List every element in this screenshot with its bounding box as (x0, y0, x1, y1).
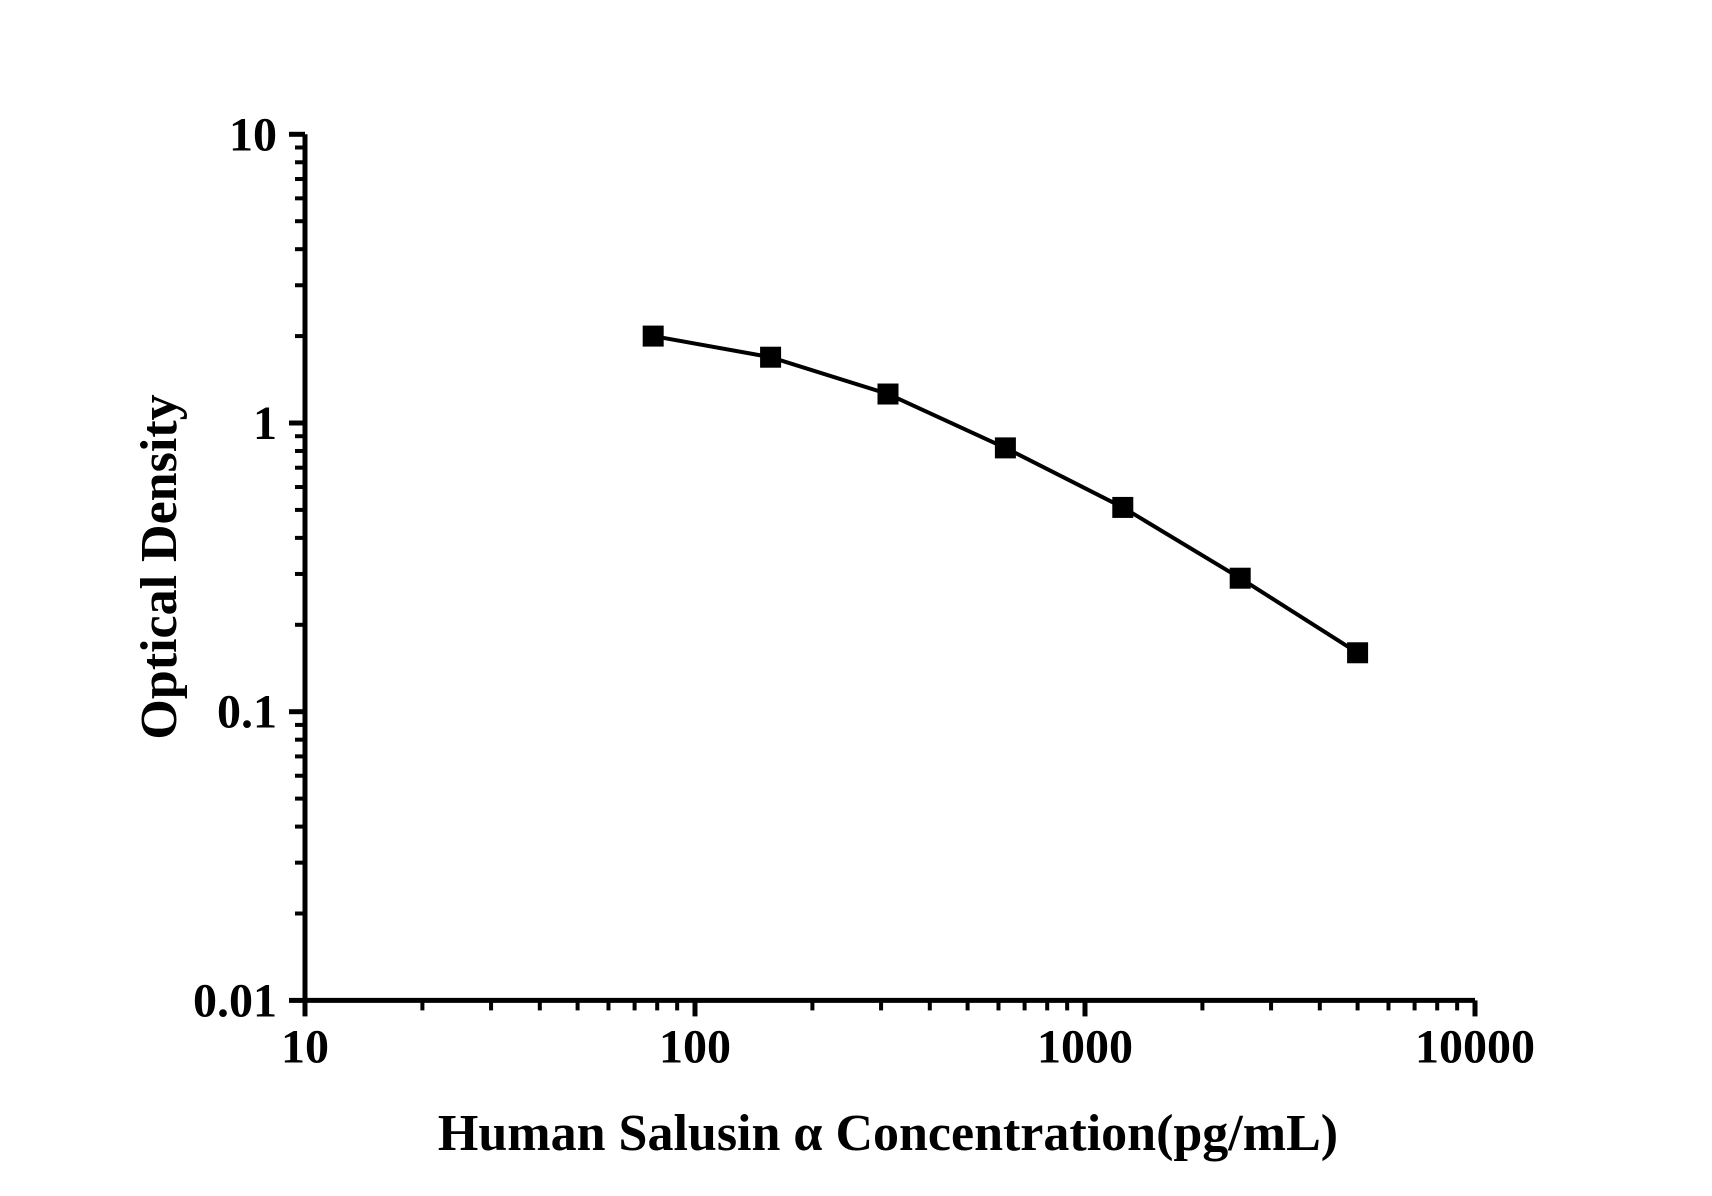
y-tick-label: 10 (229, 108, 277, 161)
y-tick-label: 0.01 (193, 974, 277, 1027)
data-point-marker (994, 437, 1016, 459)
x-tick-label: 10 (281, 1020, 329, 1073)
y-tick-label: 1 (253, 397, 277, 450)
x-tick-label: 100 (659, 1020, 731, 1073)
data-point-marker (877, 383, 899, 405)
x-axis-title: Human Salusin α Concentration(pg/mL) (438, 1105, 1338, 1162)
y-axis-title: Optical Density (131, 394, 188, 739)
x-tick-label: 10000 (1415, 1020, 1535, 1073)
plot-area: 10 100 1000 10000 10 1 0.1 0.01 (193, 108, 1535, 1073)
data-point-marker (1112, 496, 1134, 518)
data-point-marker (1229, 567, 1251, 589)
data-point-marker (760, 346, 782, 368)
series-line (652, 334, 1359, 655)
data-point-marker (1347, 642, 1369, 664)
y-tick-label: 0.1 (217, 686, 277, 739)
data-point-marker (642, 325, 664, 347)
x-tick-label: 1000 (1037, 1020, 1133, 1073)
